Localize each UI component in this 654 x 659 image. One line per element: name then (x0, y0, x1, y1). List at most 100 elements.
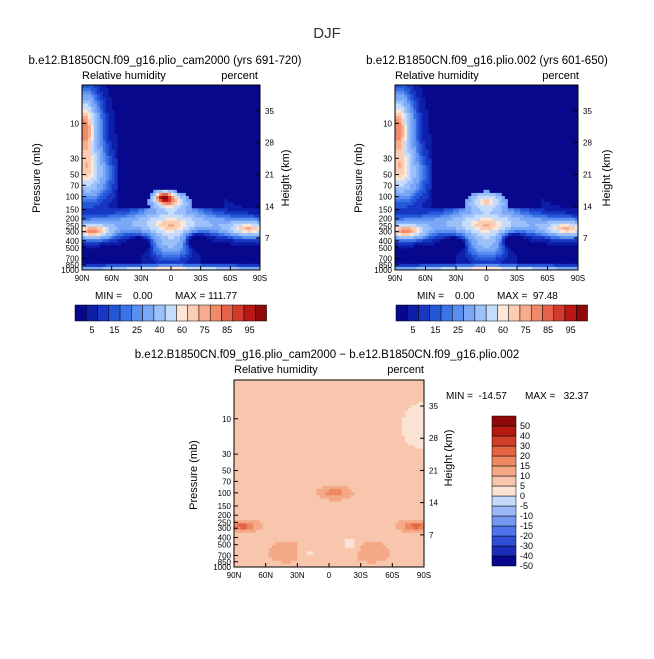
contour-cell (186, 255, 189, 258)
contour-cell (106, 97, 109, 100)
contour-cell (254, 193, 257, 196)
contour-cell (245, 162, 248, 165)
contour-cell (468, 116, 471, 119)
contour-cell (85, 218, 88, 221)
contour-cell (554, 94, 557, 97)
contour-cell (112, 258, 115, 261)
contour-cell (109, 215, 112, 218)
contour-cell (554, 119, 557, 122)
contour-cell (233, 165, 236, 168)
contour-cell (121, 193, 124, 196)
contour-cell (171, 171, 174, 174)
contour-cell (165, 264, 168, 267)
contour-cell (447, 97, 450, 100)
contour-cell (230, 245, 233, 248)
contour-cell (216, 153, 219, 156)
contour-cell (103, 131, 106, 134)
contour-cell (147, 159, 150, 162)
contour-cell (563, 141, 566, 144)
contour-cell (404, 104, 407, 107)
contour-cell (230, 242, 233, 245)
contour-cell (419, 137, 422, 140)
contour-cell (135, 107, 138, 110)
contour-cell (236, 113, 239, 116)
contour-cell (426, 100, 429, 103)
contour-cell (499, 97, 502, 100)
contour-cell (82, 85, 85, 88)
contour-cell (112, 125, 115, 128)
contour-cell (224, 184, 227, 187)
contour-cell (459, 134, 462, 137)
contour-cell (413, 116, 416, 119)
contour-cell (441, 110, 444, 113)
contour-cell (248, 205, 251, 208)
contour-cell (153, 141, 156, 144)
contour-cell (207, 144, 210, 147)
contour-cell (127, 128, 130, 131)
contour-cell (162, 85, 165, 88)
contour-cell (218, 184, 221, 187)
contour-cell (198, 215, 201, 218)
contour-cell (100, 85, 103, 88)
contour-cell (159, 202, 162, 205)
contour-cell (189, 165, 192, 168)
contour-cell (239, 104, 242, 107)
contour-cell (162, 205, 165, 208)
contour-cell (180, 107, 183, 110)
contour-cell (94, 147, 97, 150)
contour-cell (144, 258, 147, 261)
contour-cell (88, 258, 91, 261)
contour-cell (195, 245, 198, 248)
contour-cell (471, 119, 474, 122)
contour-cell (85, 227, 88, 230)
contour-cell (230, 248, 233, 251)
contour-cell (453, 144, 456, 147)
contour-cell (124, 85, 127, 88)
contour-cell (517, 91, 520, 94)
contour-cell (410, 144, 413, 147)
contour-cell (159, 97, 162, 100)
contour-cell (106, 230, 109, 233)
contour-cell (395, 150, 398, 153)
contour-cell (144, 168, 147, 171)
contour-cell (135, 144, 138, 147)
contour-cell (210, 252, 213, 255)
contour-cell (141, 165, 144, 168)
contour-cell (100, 255, 103, 258)
contour-cell (398, 110, 401, 113)
contour-cell (438, 85, 441, 88)
contour-cell (141, 245, 144, 248)
contour-cell (186, 88, 189, 91)
contour-cell (118, 227, 121, 230)
contour-cell (201, 147, 204, 150)
contour-cell (88, 153, 91, 156)
contour-cell (156, 125, 159, 128)
contour-cell (97, 233, 100, 236)
contour-cell (165, 233, 168, 236)
contour-cell (94, 190, 97, 193)
contour-cell (233, 193, 236, 196)
contour-cell (106, 122, 109, 125)
contour-cell (204, 156, 207, 159)
contour-cell (138, 255, 141, 258)
contour-cell (103, 122, 106, 125)
contour-cell (557, 85, 560, 88)
contour-cell (138, 215, 141, 218)
contour-cell (132, 236, 135, 239)
contour-cell (502, 119, 505, 122)
contour-cell (505, 122, 508, 125)
contour-cell (254, 144, 257, 147)
contour-cell (210, 211, 213, 214)
contour-cell (520, 107, 523, 110)
contour-cell (135, 199, 138, 202)
contour-cell (180, 97, 183, 100)
contour-cell (245, 187, 248, 190)
contour-cell (198, 233, 201, 236)
contour-cell (204, 128, 207, 131)
contour-cell (429, 137, 432, 140)
contour-cell (532, 100, 535, 103)
contour-cell (459, 128, 462, 131)
contour-cell (189, 252, 192, 255)
contour-cell (569, 94, 572, 97)
contour-cell (483, 107, 486, 110)
